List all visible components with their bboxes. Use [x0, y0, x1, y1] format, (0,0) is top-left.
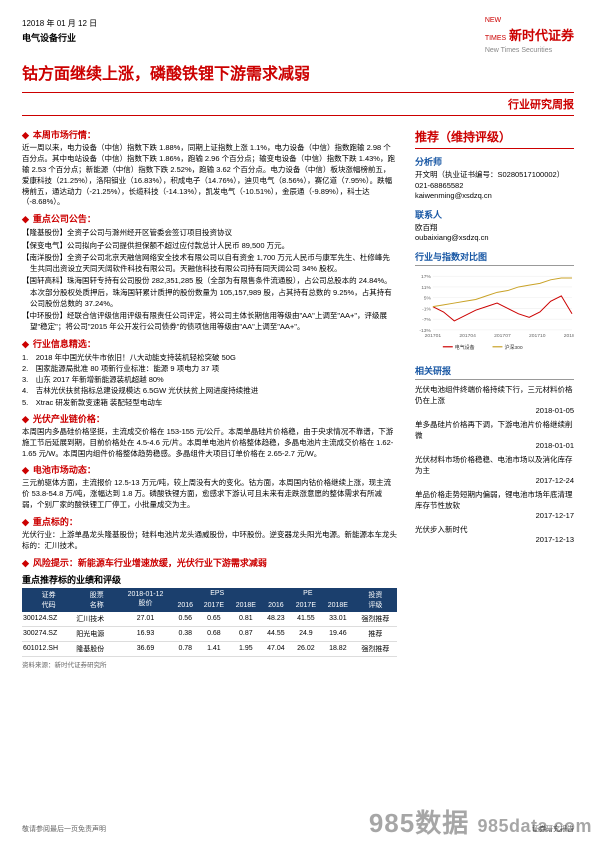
announce-item: 【中环股份】经联合信评级信用评级有限责任公司评定，将公司主体长期信用等级由"AA…: [22, 310, 397, 333]
sec-market-body: 近一周以来，电力设备（中信）指数下跌 1.88%，同期上证指数上涨 1.1%，电…: [22, 143, 397, 208]
watermark: 985数据 985data.com: [369, 803, 592, 840]
svg-text:-7%: -7%: [422, 317, 431, 323]
related-date: 2017-12-13: [415, 535, 574, 544]
main-column: ◆本周市场行情： 近一周以来，电力设备（中信）指数下跌 1.88%，同期上证指数…: [22, 124, 407, 669]
contact-line: oubaixiang@xsdzq.cn: [415, 233, 574, 244]
svg-text:17%: 17%: [421, 274, 432, 280]
table-row: 601012.SH隆基股份36.690.781.411.9547.0426.02…: [22, 641, 397, 656]
industry-item: 1. 2018 年中国光伏牛市依旧！八大动能支持装机轻松突破 50G: [22, 352, 397, 363]
report-subtitle: 行业研究周报: [508, 99, 574, 111]
related-date: 2017-12-24: [415, 476, 574, 485]
logo: NEWTIMES 新时代证券 New Times Securities: [485, 14, 574, 55]
analyst-line: kaiwenming@xsdzq.cn: [415, 191, 574, 202]
sec-table-h: 重点推荐标的业绩和评级: [22, 573, 397, 586]
announce-item: 【隆基股份】全资子公司与滁州经开区管委会签订项目投资协议: [22, 227, 397, 238]
table-row: 300124.SZ汇川技术27.010.560.650.8148.2341.55…: [22, 612, 397, 627]
svg-text:201701: 201701: [425, 332, 442, 338]
side-column: 推荐（维持评级） 分析师 开文明（执业证书编号：S0280517100002）0…: [407, 124, 574, 669]
industry-item: 3. 山东 2017 年新增新能源装机超越 80%: [22, 374, 397, 385]
svg-text:201801: 201801: [564, 332, 574, 338]
announce-item: 【南洋股份】全资子公司北京天融信网络安全技术有限公司以自有资金 1,700 万元…: [22, 252, 397, 275]
contact-h: 联系人: [415, 208, 574, 221]
sec-pv-body: 本周国内多晶硅价格坚挺，主流成交价格在 153-155 元/公斤。本周单晶硅片价…: [22, 427, 397, 460]
svg-text:201710: 201710: [529, 332, 546, 338]
sec-focus-body: 光伏行业：上游单晶龙头隆基股份；硅料电池片龙头通威股份，中环股份。逆变器龙头阳光…: [22, 530, 397, 552]
related-title: 光伏电池组件终端价格持续下行，三元材料价格仍在上涨: [415, 384, 574, 406]
sec-battery-body: 三元前驱体方面，主流报价 12.5-13 万元/吨，较上周没有大的变化。钴方面，…: [22, 478, 397, 511]
svg-text:沪深300: 沪深300: [504, 343, 522, 350]
sec-market-h: 本周市场行情：: [33, 130, 96, 140]
related-date: 2018-01-01: [415, 441, 574, 450]
related-h: 相关研报: [415, 364, 574, 380]
related-title: 光伏材料市场价格稳稳、电池市场以及消化库存为主: [415, 454, 574, 476]
sec-industry-h: 行业信息精选：: [33, 339, 96, 349]
recommendation-table: 证券代码股票名称2018-01-12股价EPSPE投资评级20162017E20…: [22, 588, 397, 657]
sec-pv-h: 光伏产业链价格：: [33, 414, 105, 424]
svg-text:11%: 11%: [421, 284, 431, 290]
industry-item: 5. Xtrac 研发新款变速箱 装配轻型电动车: [22, 397, 397, 408]
related-date: 2017-12-17: [415, 511, 574, 520]
related-title: 单多晶硅片价格再下调，下游电池片价格继续削微: [415, 419, 574, 441]
industry-item: 2. 国家能源局批准 80 项新行业标准：能源 9 项电力 37 项: [22, 363, 397, 374]
table-row: 300274.SZ阳光电源16.930.380.680.8744.5524.91…: [22, 626, 397, 641]
sec-battery-h: 电池市场动态：: [33, 465, 96, 475]
table-source: 资料来源：新时代证券研究所: [22, 659, 397, 669]
svg-text:-1%: -1%: [422, 306, 431, 312]
chart-h: 行业与指数对比图: [415, 250, 574, 266]
side-rating: 推荐（维持评级）: [415, 128, 574, 149]
contact-line: 欧百翔: [415, 223, 574, 234]
announce-item: 【国轩高科】珠海国轩专持有公司股份 282,351,285 股（全部为有限售条件…: [22, 275, 397, 309]
svg-text:201704: 201704: [459, 332, 476, 338]
analyst-line: 开文明（执业证书编号：S0280517100002）: [415, 170, 574, 181]
svg-text:5%: 5%: [424, 295, 432, 301]
analyst-h: 分析师: [415, 155, 574, 168]
announce-item: 【保变电气】公司拟向子公司提供担保额不超过应付款总计人民币 89,500 万元。: [22, 240, 397, 251]
index-chart: -13%-7%-1%5%11%17%2017012017042017072017…: [415, 272, 574, 352]
sec-announce-h: 重点公司公告：: [33, 214, 96, 224]
sec-focus-h: 重点标的：: [33, 517, 78, 527]
analyst-line: 021-68865582: [415, 181, 574, 192]
svg-text:电气设备: 电气设备: [455, 343, 475, 350]
svg-text:201707: 201707: [494, 332, 511, 338]
sec-risk-h: 风险提示：新能源车行业增速放缓，光伏行业下游需求减弱: [33, 558, 267, 568]
related-date: 2018-01-05: [415, 406, 574, 415]
related-title: 单品价格走势短期内偏弱，锂电池市场年底清理库存节性放软: [415, 489, 574, 511]
report-title: 钴方面继续上涨，磷酸铁锂下游需求减弱: [22, 60, 574, 84]
footer-left: 敬请参阅最后一页免责声明: [22, 824, 106, 834]
industry-item: 4. 吉林光伏扶贫指标总建设规模达 6.5GW 光伏扶贫上网进度持续推进: [22, 385, 397, 396]
related-title: 光伏步入新时代: [415, 524, 574, 535]
